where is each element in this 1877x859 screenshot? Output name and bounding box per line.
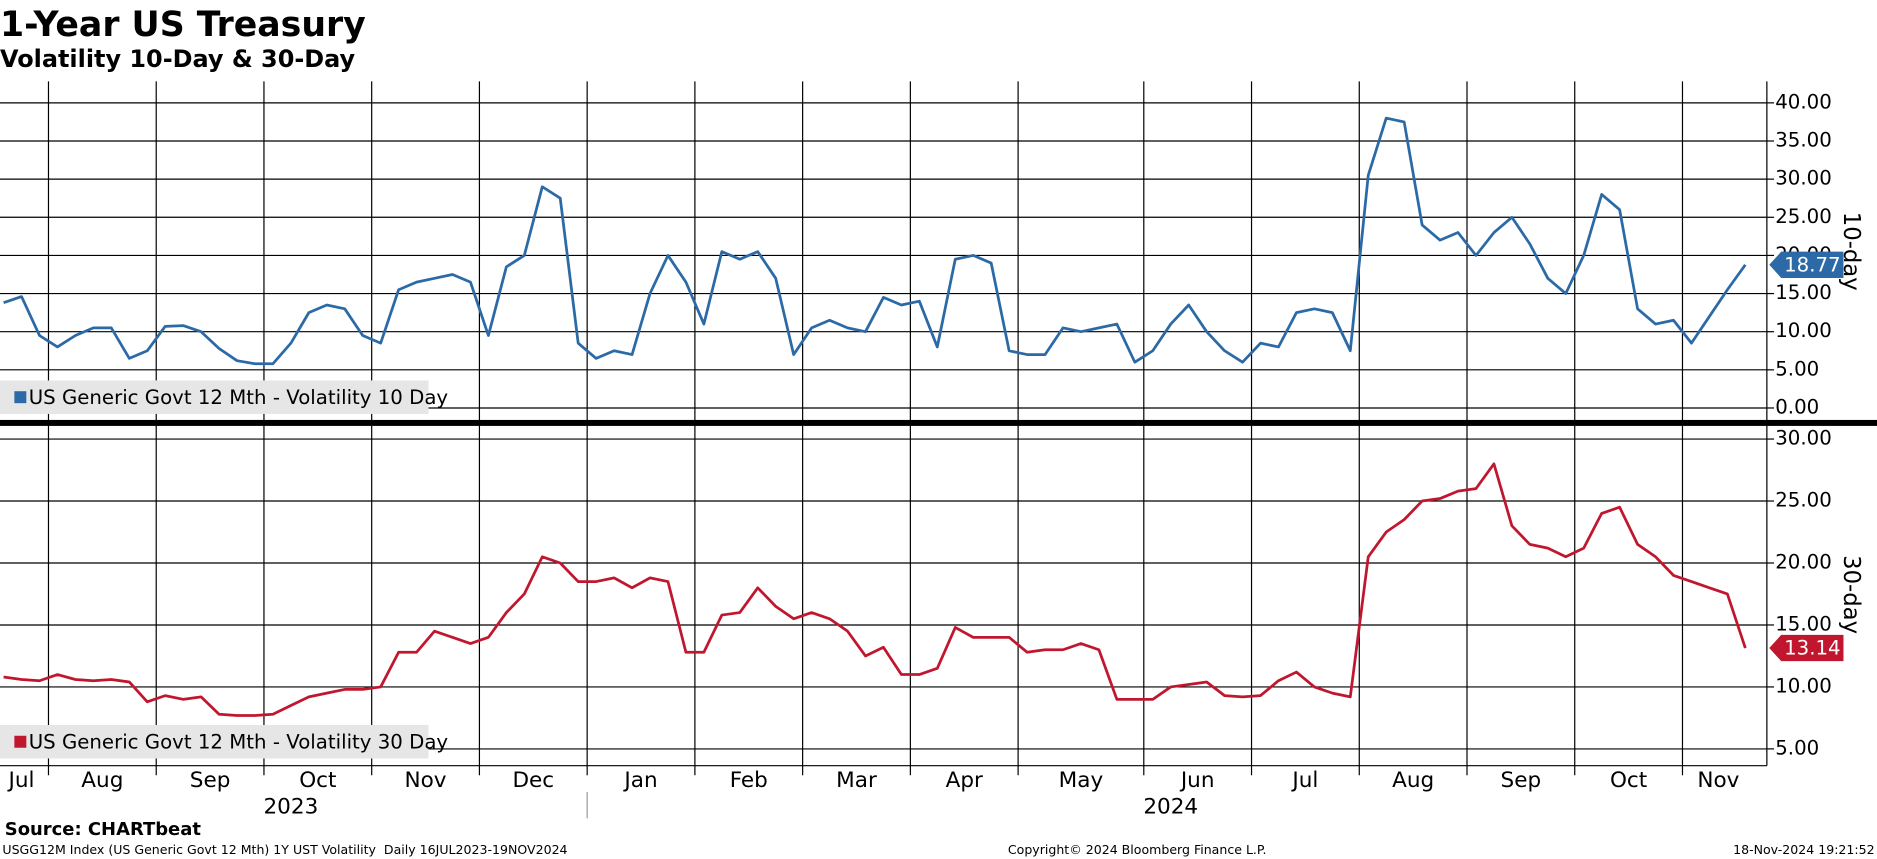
y-tick-label: 10.00 — [1775, 319, 1832, 342]
y-tick-label: 20.00 — [1775, 550, 1832, 573]
legend-box — [0, 380, 429, 414]
x-tick-label: Feb — [730, 768, 768, 793]
legend-swatch — [14, 735, 27, 748]
x-tick-label: Sep — [1501, 768, 1542, 793]
last-value-badge — [1769, 251, 1844, 278]
source: Source: CHARTbeat — [5, 819, 202, 840]
y-tick-label: 35.00 — [1775, 129, 1832, 152]
legend-box — [0, 725, 429, 759]
x-tick-label: Mar — [836, 768, 877, 793]
series-line — [3, 116, 1747, 366]
x-tick-label: Nov — [405, 768, 447, 793]
y-tick-label: 5.00 — [1775, 736, 1819, 759]
x-tick-label: Jul — [7, 768, 35, 793]
year-label: 2024 — [1143, 795, 1198, 820]
timestamp: 18-Nov-2024 19:21:52 — [1733, 842, 1874, 857]
y-tick-label: 15.00 — [1775, 612, 1832, 635]
copyright: Copyright© 2024 Bloomberg Finance L.P. — [1008, 842, 1267, 857]
legend-swatch — [14, 391, 27, 404]
y-tick-label: 30.00 — [1775, 427, 1832, 450]
x-tick-label: May — [1059, 768, 1104, 793]
footer-description: USGG12M Index (US Generic Govt 12 Mth) 1… — [2, 842, 567, 857]
chart-subtitle: Volatility 10-Day & 30-Day — [0, 45, 356, 73]
x-tick-label: Oct — [1610, 768, 1647, 793]
year-label: 2023 — [263, 795, 318, 820]
y-axis-title: 30-day — [1838, 555, 1864, 634]
x-tick-label: Nov — [1697, 768, 1739, 793]
last-value-badge — [1769, 634, 1844, 662]
y-tick-label: 0.00 — [1775, 395, 1819, 418]
chart-title: 1-Year US Treasury — [0, 5, 366, 45]
legend-label: US Generic Govt 12 Mth - Volatility 10 D… — [29, 386, 449, 409]
legend-label: US Generic Govt 12 Mth - Volatility 30 D… — [29, 730, 449, 753]
x-tick-label: Jul — [1290, 768, 1318, 793]
x-tick-label: Sep — [190, 768, 231, 793]
y-tick-label: 25.00 — [1775, 205, 1832, 228]
y-tick-label: 30.00 — [1775, 167, 1832, 190]
x-tick-label: Oct — [299, 768, 336, 793]
x-tick-label: Dec — [512, 768, 554, 793]
y-tick-label: 10.00 — [1775, 674, 1832, 697]
x-tick-label: Aug — [81, 768, 123, 793]
y-tick-label: 40.00 — [1775, 90, 1832, 113]
y-tick-label: 5.00 — [1775, 357, 1819, 380]
y-tick-label: 25.00 — [1775, 489, 1832, 512]
last-value-label: 13.14 — [1784, 637, 1841, 660]
x-tick-label: Apr — [946, 768, 983, 793]
y-tick-label: 15.00 — [1775, 281, 1832, 304]
series-line — [3, 462, 1747, 717]
x-tick-label: Jan — [622, 768, 657, 793]
x-tick-label: Jun — [1179, 768, 1215, 793]
last-value-label: 18.77 — [1784, 254, 1841, 277]
y-axis-title: 10-day — [1838, 212, 1864, 291]
panel-separator — [0, 419, 1877, 426]
x-tick-label: Aug — [1392, 768, 1434, 793]
